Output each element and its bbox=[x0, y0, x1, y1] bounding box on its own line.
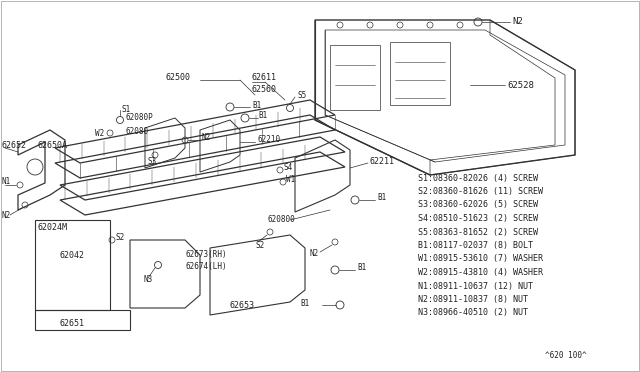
Text: B1: B1 bbox=[252, 100, 261, 109]
Text: N3: N3 bbox=[143, 276, 152, 285]
Text: 62560: 62560 bbox=[252, 86, 277, 94]
Text: S5: S5 bbox=[297, 90, 307, 99]
Text: N2:08911-10837 (8) NUT: N2:08911-10837 (8) NUT bbox=[418, 295, 528, 304]
Text: B1: B1 bbox=[377, 193, 387, 202]
Text: S3: S3 bbox=[148, 157, 157, 167]
Text: W2: W2 bbox=[95, 128, 104, 138]
Text: S1: S1 bbox=[122, 106, 131, 115]
Text: S1:08360-82026 (4) SCREW: S1:08360-82026 (4) SCREW bbox=[418, 173, 538, 183]
Text: 62042: 62042 bbox=[60, 250, 85, 260]
Text: 62080P: 62080P bbox=[125, 113, 153, 122]
Text: ^620 100^: ^620 100^ bbox=[545, 350, 587, 359]
Text: B1: B1 bbox=[258, 112, 268, 121]
Text: S4:08510-51623 (2) SCREW: S4:08510-51623 (2) SCREW bbox=[418, 214, 538, 223]
Text: S5:08363-81652 (2) SCREW: S5:08363-81652 (2) SCREW bbox=[418, 228, 538, 237]
Text: W2:08915-43810 (4) WASHER: W2:08915-43810 (4) WASHER bbox=[418, 268, 543, 277]
Text: B1: B1 bbox=[301, 298, 310, 308]
Text: S3:08360-62026 (5) SCREW: S3:08360-62026 (5) SCREW bbox=[418, 201, 538, 209]
Text: 62024M: 62024M bbox=[38, 224, 68, 232]
Text: 62652: 62652 bbox=[2, 141, 27, 150]
Text: B1:08117-02037 (8) BOLT: B1:08117-02037 (8) BOLT bbox=[418, 241, 533, 250]
Text: S2: S2 bbox=[255, 241, 264, 250]
Text: B1: B1 bbox=[357, 263, 366, 273]
Text: W1:08915-53610 (7) WASHER: W1:08915-53610 (7) WASHER bbox=[418, 254, 543, 263]
Text: 62500: 62500 bbox=[165, 74, 190, 83]
Text: 62651: 62651 bbox=[60, 318, 85, 327]
Text: N3:08966-40510 (2) NUT: N3:08966-40510 (2) NUT bbox=[418, 308, 528, 317]
Text: N1:08911-10637 (12) NUT: N1:08911-10637 (12) NUT bbox=[418, 282, 533, 291]
Text: 62653: 62653 bbox=[230, 301, 255, 310]
Text: S2: S2 bbox=[115, 234, 124, 243]
Text: N2: N2 bbox=[512, 17, 523, 26]
Text: 62611: 62611 bbox=[252, 74, 277, 83]
Text: 62210: 62210 bbox=[257, 135, 280, 144]
Text: 620800: 620800 bbox=[268, 215, 296, 224]
Text: 62674(LH): 62674(LH) bbox=[185, 263, 227, 272]
Text: N1: N1 bbox=[2, 177, 12, 186]
Text: 62673(RH): 62673(RH) bbox=[185, 250, 227, 260]
Text: N2: N2 bbox=[2, 211, 12, 219]
Text: N2: N2 bbox=[310, 248, 319, 257]
Text: 62528: 62528 bbox=[507, 80, 534, 90]
Text: W1: W1 bbox=[286, 176, 295, 185]
Text: 62080: 62080 bbox=[125, 128, 148, 137]
Text: 62211: 62211 bbox=[370, 157, 395, 167]
Text: S4: S4 bbox=[283, 163, 292, 171]
Text: N2: N2 bbox=[202, 134, 211, 142]
Text: 62650A: 62650A bbox=[38, 141, 68, 150]
Text: S2:08360-81626 (11) SCREW: S2:08360-81626 (11) SCREW bbox=[418, 187, 543, 196]
